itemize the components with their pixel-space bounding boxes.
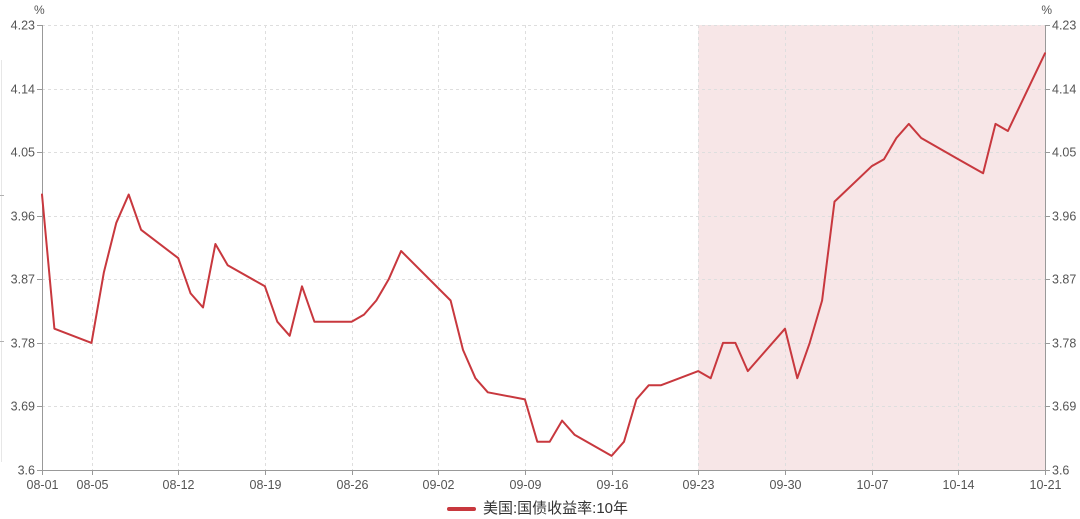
y-axis-tick-label-left: 4.23 xyxy=(11,19,35,33)
x-axis-tick-label: 09-30 xyxy=(770,478,802,492)
x-axis-tick-label: 08-19 xyxy=(250,478,282,492)
x-axis-tick-label: 08-01 xyxy=(27,478,59,492)
y-axis-tick-label-left: 3.78 xyxy=(11,337,35,351)
y-axis-tick-label-right: 4.23 xyxy=(1052,19,1076,33)
x-axis-tick-label: 10-14 xyxy=(943,478,975,492)
y-axis-unit-right: % xyxy=(1041,3,1052,17)
y-axis-tick-label-right: 3.87 xyxy=(1052,273,1076,287)
x-axis-tick-label: 10-07 xyxy=(857,478,889,492)
y-axis-tick-label-left: 4.05 xyxy=(11,146,35,160)
x-axis-tick-label: 10-21 xyxy=(1030,478,1062,492)
highlight-region xyxy=(698,25,1045,470)
y-axis-tick-label-left: 3.96 xyxy=(11,210,35,224)
x-axis-tick-label: 09-02 xyxy=(423,478,455,492)
y-axis-tick-label-right: 3.78 xyxy=(1052,337,1076,351)
yield-series-line xyxy=(41,52,1046,457)
y-axis-tick-label-left: 3.87 xyxy=(11,273,35,287)
legend-line-marker xyxy=(447,507,476,511)
y-axis-tick-label-left: 4.14 xyxy=(11,83,35,97)
y-axis-tick-label-left: 3.6 xyxy=(18,464,35,478)
y-axis-tick-label-right: 3.6 xyxy=(1052,464,1069,478)
legend-label: 美国:国债收益率:10年 xyxy=(483,500,629,517)
y-axis-unit-left: % xyxy=(34,3,45,17)
y-axis-tick-label-right: 3.96 xyxy=(1052,210,1076,224)
x-axis-tick-label: 08-05 xyxy=(77,478,109,492)
y-axis-tick-label-right: 4.05 xyxy=(1052,146,1076,160)
y-axis-tick-label-left: 3.69 xyxy=(11,400,35,414)
x-axis-tick-label: 09-23 xyxy=(683,478,715,492)
y-axis-tick-label-right: 4.14 xyxy=(1052,83,1076,97)
x-axis-tick-label: 08-12 xyxy=(163,478,195,492)
x-axis-tick-label: 09-09 xyxy=(510,478,542,492)
x-axis-tick-label: 09-16 xyxy=(597,478,629,492)
y-axis-tick-label-right: 3.69 xyxy=(1052,400,1076,414)
x-axis-tick-label: 08-26 xyxy=(337,478,369,492)
legend-item[interactable]: 美国:国债收益率:10年 xyxy=(447,500,628,518)
